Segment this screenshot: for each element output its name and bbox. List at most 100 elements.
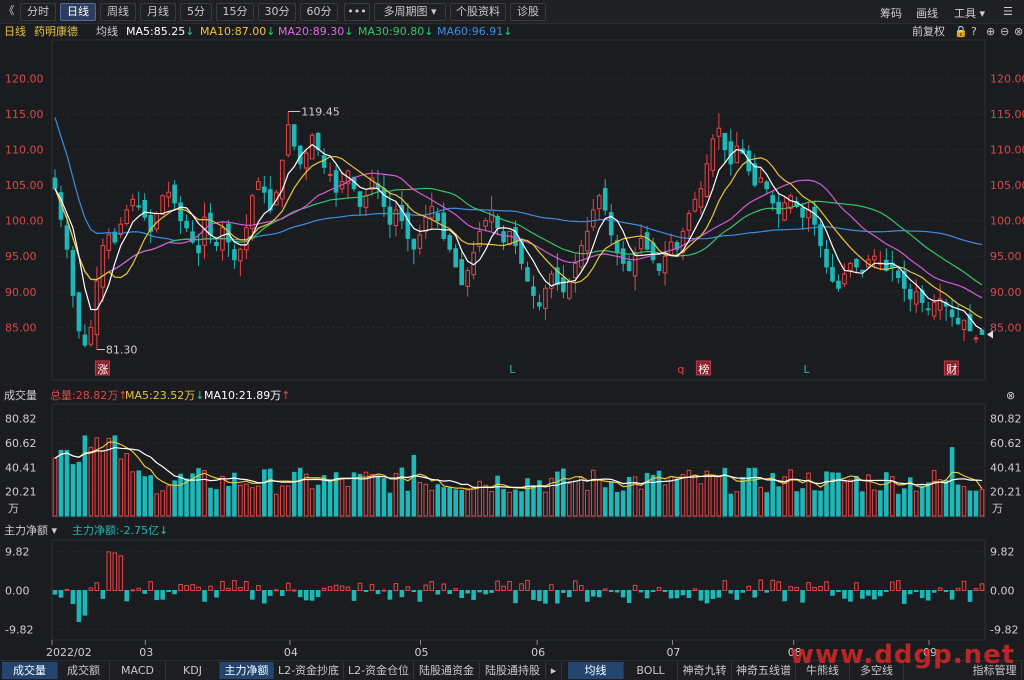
ma20-value: MA20:89.30↓ xyxy=(278,24,353,40)
flow-bar xyxy=(812,586,817,591)
flow-bar xyxy=(345,586,351,592)
flow-bar xyxy=(770,579,775,591)
period-tab-intraday[interactable]: 分时 xyxy=(20,3,56,21)
lock-icon[interactable]: 🔒 xyxy=(954,25,968,38)
period-tab-60min[interactable]: 60分 xyxy=(300,3,338,21)
tab-northbound-flow[interactable]: 陆股通资金 xyxy=(414,662,480,679)
tab-l2-bottom-fishing[interactable]: L2-资金抄底 xyxy=(274,662,344,679)
volume-bar xyxy=(82,435,88,517)
flow-title-text: 主力净额 xyxy=(4,524,48,537)
flow-bar xyxy=(519,583,524,591)
tab-macd[interactable]: MACD xyxy=(110,662,166,679)
volume-bar xyxy=(52,457,58,517)
flow-bar xyxy=(202,590,207,602)
candle-down xyxy=(70,250,76,296)
flow-bar xyxy=(776,581,781,592)
volume-tick-label-left: 20.21 xyxy=(5,486,37,499)
tab-kdj[interactable]: KDJ xyxy=(166,662,220,679)
volume-bar xyxy=(232,472,237,517)
flow-tick-label-left: 0.00 xyxy=(5,585,30,598)
tab-l2-position[interactable]: L2-资金仓位 xyxy=(344,662,414,679)
volume-bar xyxy=(979,489,985,517)
more-periods-button[interactable]: ••• xyxy=(344,3,370,21)
flow-bar xyxy=(262,590,267,604)
volume-bar xyxy=(722,467,728,517)
tools-menu[interactable]: 工具 ▾ xyxy=(954,5,985,21)
candle-up xyxy=(166,191,171,198)
draw-line-button[interactable]: 画线 xyxy=(916,7,938,20)
zoom-out-icon[interactable]: ⊖ xyxy=(1000,25,1010,38)
tab-long-short[interactable]: 多空线 xyxy=(850,662,904,679)
ma10-line xyxy=(54,156,983,319)
tab-northbound-holding[interactable]: 陆股通持股 xyxy=(480,662,546,679)
flow-bar xyxy=(656,586,662,591)
up-arrow-icon: ↑ xyxy=(118,389,128,402)
volume-title[interactable]: 成交量 xyxy=(4,389,37,402)
flow-bar xyxy=(698,590,704,601)
x-axis-label: 08 xyxy=(788,646,802,659)
volume-bar xyxy=(447,487,453,517)
volume-bar xyxy=(393,472,399,517)
flow-bar xyxy=(866,590,871,596)
flow-bar xyxy=(58,590,64,598)
stock-chart[interactable]: 85.00 85.00 90.00 90.00 95.00 95.00 100.00 100.… xyxy=(0,0,1024,660)
close-icon[interactable]: ⊗ xyxy=(1014,25,1024,38)
candle-up xyxy=(973,337,979,340)
tab-ma[interactable]: 均线 xyxy=(568,662,624,679)
candle-down xyxy=(854,258,859,268)
flow-title-dropdown[interactable]: 主力净额 ▾ xyxy=(4,523,57,539)
flow-bar xyxy=(878,590,883,597)
price-tick-label-left: 115.00 xyxy=(5,108,44,121)
tab-volume[interactable]: 成交量 xyxy=(2,662,58,679)
help-icon[interactable]: ? xyxy=(971,25,977,38)
tab-scroll-right-icon[interactable]: ▸ xyxy=(546,662,562,679)
flow-bar xyxy=(836,590,841,592)
flow-bar xyxy=(381,589,387,592)
candle-up xyxy=(937,298,943,311)
candle-up xyxy=(788,195,793,209)
ma-label[interactable]: 均线 xyxy=(96,25,118,38)
chips-button[interactable]: 筹码 xyxy=(880,7,902,20)
flow-bar xyxy=(279,590,285,596)
volume-bar xyxy=(184,478,189,517)
period-tab-daily[interactable]: 日线 xyxy=(60,3,96,21)
multi-period-dropdown[interactable]: 多周期图 ▾ xyxy=(374,3,446,21)
price-adjust-label[interactable]: 前复权 xyxy=(912,25,945,38)
tab-indicator-manage[interactable]: 指标管理 xyxy=(968,662,1022,679)
flow-bar xyxy=(961,580,967,592)
menu-icon[interactable]: ☰ xyxy=(1003,5,1013,18)
candle-down xyxy=(967,313,973,332)
period-tab-monthly[interactable]: 月线 xyxy=(140,3,176,21)
period-tab-weekly[interactable]: 周线 xyxy=(100,3,136,21)
flow-bar xyxy=(154,590,159,601)
volume-bar xyxy=(303,473,309,517)
period-tab-5min[interactable]: 5分 xyxy=(180,3,212,21)
candle-up xyxy=(842,273,847,285)
flow-bar xyxy=(477,590,482,593)
event-marker-label: L xyxy=(803,363,810,376)
volume-bar xyxy=(734,491,740,517)
flow-bar xyxy=(555,590,560,604)
flow-bar xyxy=(148,581,153,591)
flow-tick-label-left: 9.82 xyxy=(5,546,30,559)
volume-bar xyxy=(704,470,710,517)
flow-bar xyxy=(668,590,674,599)
tab-bull-bear[interactable]: 牛熊线 xyxy=(796,662,850,679)
period-tab-30min[interactable]: 30分 xyxy=(258,3,296,21)
period-tab-15min[interactable]: 15分 xyxy=(216,3,254,21)
zoom-in-icon[interactable]: ⊕ xyxy=(986,25,996,38)
panel-close-icon[interactable]: ⊗ xyxy=(1006,389,1016,402)
volume-tick-label-left: 80.82 xyxy=(5,413,37,426)
tab-magic-nine[interactable]: 神奇九转 xyxy=(678,662,732,679)
diagnose-button[interactable]: 诊股 xyxy=(510,3,546,21)
collapse-sidebar-icon[interactable]: 《 xyxy=(3,4,15,17)
stock-info-button[interactable]: 个股资料 xyxy=(450,3,506,21)
flow-bar xyxy=(483,590,488,595)
flow-bar xyxy=(620,590,626,598)
tab-boll[interactable]: BOLL xyxy=(624,662,678,679)
tab-turnover[interactable]: 成交额 xyxy=(58,662,110,679)
tab-magic-five[interactable]: 神奇五线谱 xyxy=(732,662,796,679)
candle-down xyxy=(315,132,321,151)
tab-main-net-flow[interactable]: 主力净额 xyxy=(220,662,274,679)
candle-up xyxy=(692,198,698,212)
